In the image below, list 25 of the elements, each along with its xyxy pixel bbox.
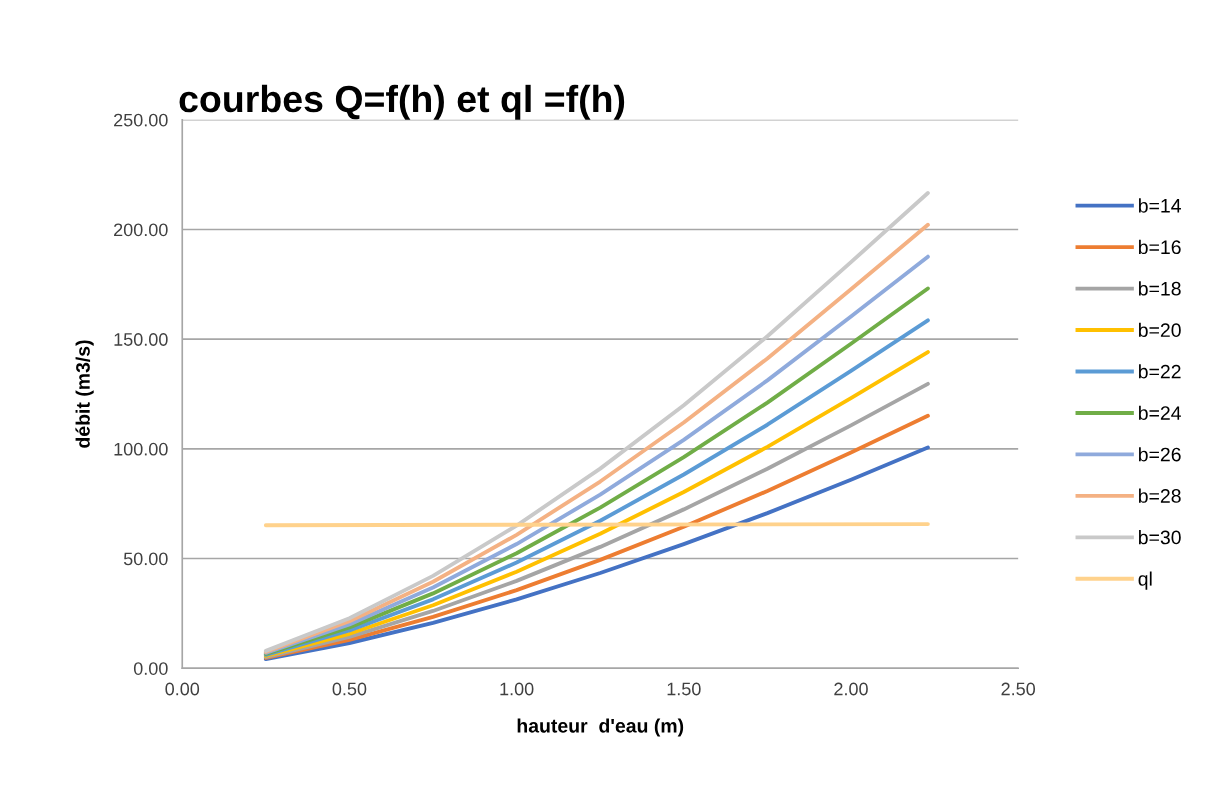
legend-label: b=24 xyxy=(1139,405,1181,420)
chart-title: courbes Q=f(h) et ql =f(h) xyxy=(179,84,625,120)
legend-label: b=26 xyxy=(1139,447,1181,462)
x-axis-title: hauteur d'eau (m) xyxy=(517,718,684,737)
y-tick-label: 150.00 xyxy=(114,333,168,346)
x-tick-label: 2.50 xyxy=(1001,682,1036,696)
x-tick-label: 2.00 xyxy=(834,682,868,696)
legend-label: b=28 xyxy=(1139,488,1181,503)
legend-label: ql xyxy=(1138,571,1152,590)
legend-label: b=30 xyxy=(1139,530,1181,545)
x-tick-label: 1.50 xyxy=(667,682,701,696)
y-tick-label: 100.00 xyxy=(114,442,168,456)
legend-label: b=18 xyxy=(1139,281,1181,296)
legend-label: b=16 xyxy=(1139,239,1181,255)
y-tick-label: 50.00 xyxy=(123,552,168,566)
y-axis-title: débit (m3/s) xyxy=(75,340,94,448)
legend-label: b=22 xyxy=(1139,364,1181,379)
y-tick-label: 200.00 xyxy=(114,223,168,237)
y-tick-label: 250.00 xyxy=(114,113,168,127)
x-tick-label: 0.00 xyxy=(165,682,200,696)
x-tick-label: 1.00 xyxy=(500,682,534,696)
legend-label: b=14 xyxy=(1139,198,1181,213)
y-tick-label: 0.00 xyxy=(133,662,168,675)
legend-label: b=20 xyxy=(1139,322,1181,338)
x-tick-label: 0.50 xyxy=(332,682,367,696)
